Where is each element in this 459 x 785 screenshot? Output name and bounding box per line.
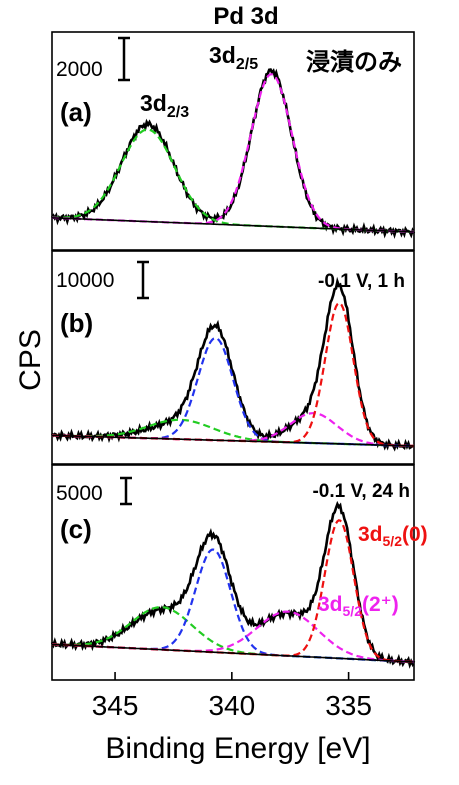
peak-label-left: 3d2/3 <box>140 90 189 121</box>
panel-b-frame <box>51 250 415 465</box>
panel-c-scale-value: 5000 <box>56 482 103 505</box>
panel-c-curves <box>50 500 416 669</box>
panel-c-frame <box>51 464 415 681</box>
panel-a-scale-bar <box>118 36 130 82</box>
peak-label-right: 3d2/5 <box>209 42 258 73</box>
panel-a-scale-value: 2000 <box>56 58 103 81</box>
background-line <box>51 434 414 447</box>
measured-spectrum <box>50 500 416 669</box>
fit-component-1 <box>52 128 415 234</box>
y-axis-label: CPS <box>14 329 47 391</box>
background-line <box>51 217 415 233</box>
panel-c-condition: -0.1 V, 24 h <box>312 481 410 502</box>
x-tick-label: 335 <box>325 690 372 721</box>
x-axis-ticks: 345 340 335 <box>92 672 372 721</box>
panel-c-scale-bar <box>120 476 132 506</box>
panel-b-condition: -0.1 V, 1 h <box>318 271 405 292</box>
panel-a-label: (a) <box>60 97 92 127</box>
component-label-pd0: 3d5/2(0) <box>358 523 428 549</box>
panel-b-curves <box>50 276 415 452</box>
panel-a-frame <box>51 31 415 251</box>
panel-a-curves <box>50 68 416 240</box>
fit-component-1 <box>51 418 414 448</box>
x-tick-label: 340 <box>208 690 255 721</box>
chart-title: Pd 3d <box>213 3 278 30</box>
x-axis-label: Binding Energy [eV] <box>105 732 370 765</box>
component-label-pd2plus: 3d5/2(2⁺) <box>318 593 399 619</box>
background-line <box>51 643 415 663</box>
measured-spectrum <box>50 68 416 240</box>
x-tick-label: 345 <box>92 690 139 721</box>
panel-b-scale-bar <box>137 260 149 300</box>
fit-component-2 <box>51 73 415 234</box>
panel-c-label: (c) <box>60 514 92 544</box>
measured-spectrum <box>50 276 415 452</box>
panel-b-label: (b) <box>60 308 93 338</box>
panel-a-condition: 浸漬のみ <box>306 49 402 76</box>
panel-b-scale-value: 10000 <box>56 269 114 292</box>
